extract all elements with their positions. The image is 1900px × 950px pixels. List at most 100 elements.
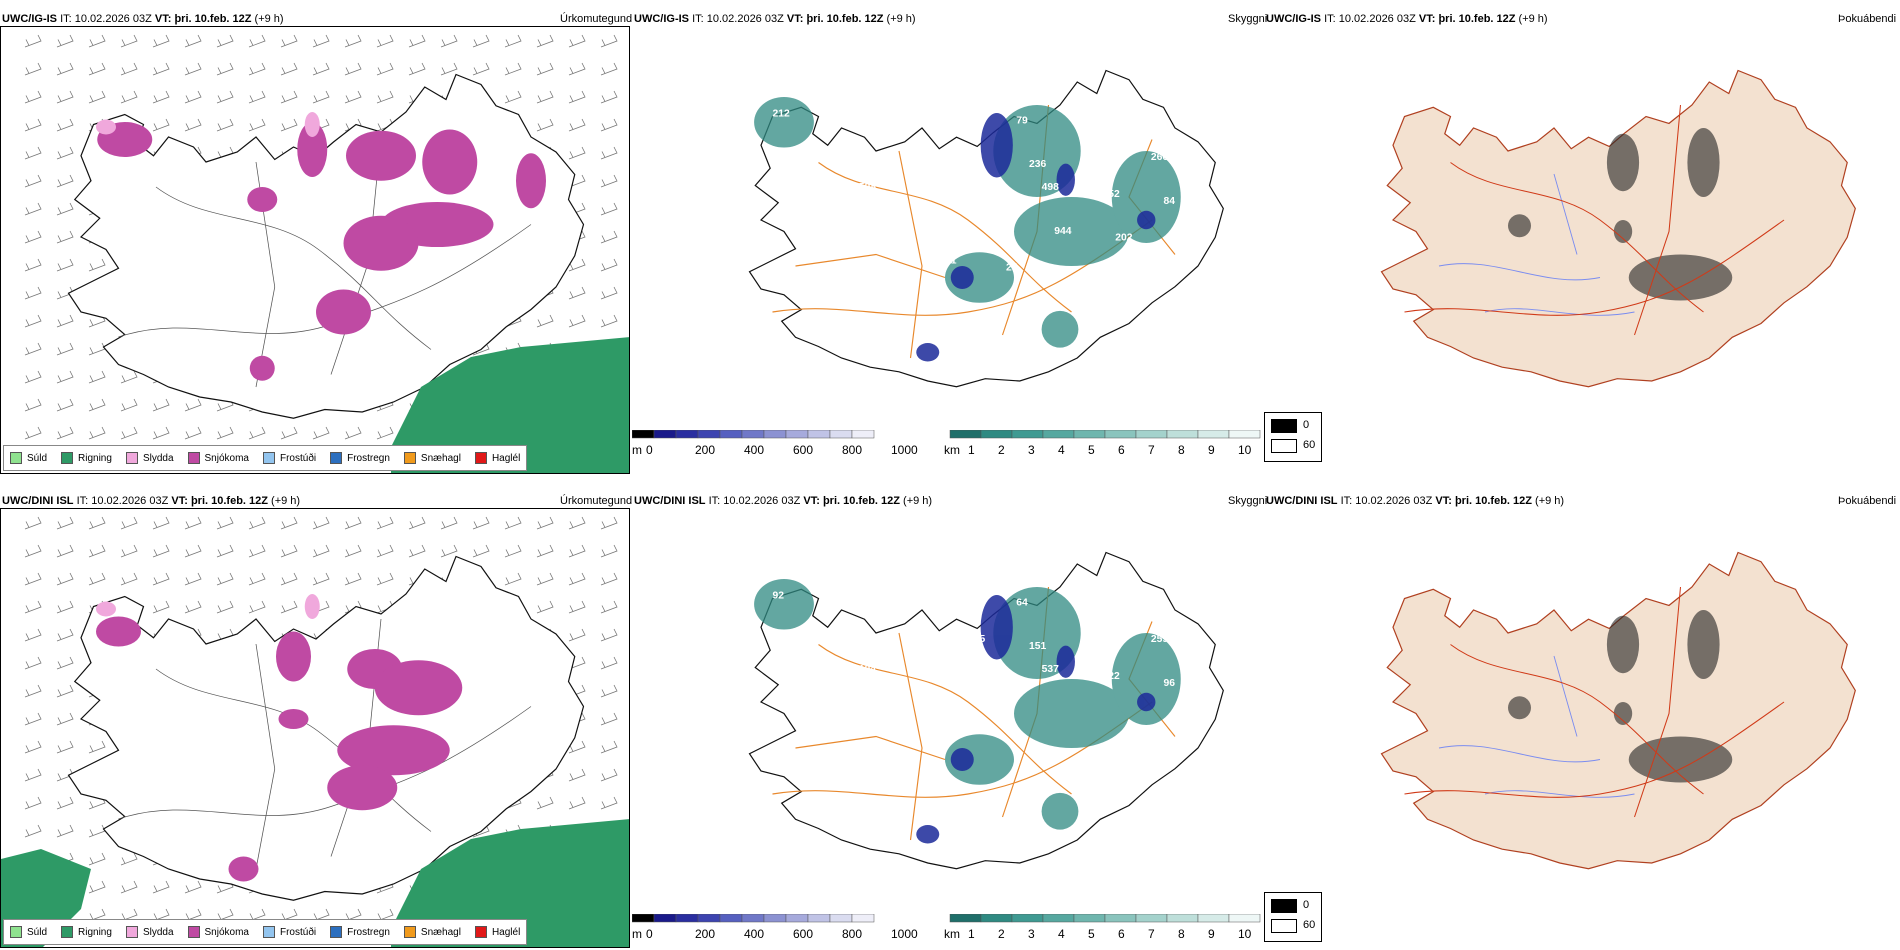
colorbar-tick-km: 2 <box>998 443 1005 457</box>
lead-time: (+9 h) <box>1535 495 1565 507</box>
colorbar-tick-m: 200 <box>695 927 715 941</box>
panel-header: UWC/IG-IS IT: 10.02.2026 03Z VT: þri. 10… <box>1266 12 1548 26</box>
legend-label: Frostregn <box>347 452 390 464</box>
visibility-value-label: 58 <box>932 715 944 726</box>
legend-swatch <box>10 926 22 938</box>
colorbar-segment <box>763 913 787 923</box>
vt-label: VT: <box>171 495 188 507</box>
colorbar-segment <box>980 429 1013 439</box>
colorbar-segment <box>763 429 787 439</box>
legend-label: Haglél <box>491 452 521 464</box>
colorbar-tick-m: 400 <box>744 927 764 941</box>
visibility-value-label: 89 <box>920 189 932 200</box>
colorbar-tick-m: 1000 <box>891 927 918 941</box>
visibility-value-label: 133 <box>810 701 828 712</box>
legend-label: Súld <box>27 452 48 464</box>
colorbar-tick-km: 8 <box>1178 927 1185 941</box>
fog-title: Þokuábendi <box>1838 495 1897 507</box>
visibility-value-label: 117 <box>1090 145 1107 156</box>
colorbar-segment <box>741 429 765 439</box>
legend-item: Haglél <box>474 452 521 464</box>
road-network <box>1404 586 1785 818</box>
colorbar-tick-km: 1 <box>968 443 975 457</box>
legend-swatch <box>262 452 275 464</box>
visibility-value-label: 352 <box>1103 189 1121 200</box>
visibility-value-label: 80 <box>920 671 932 682</box>
visibility-value-label: 259 <box>1151 634 1169 645</box>
colorbar-segment <box>741 913 765 923</box>
visibility-value-label: 96 <box>1164 678 1176 689</box>
colorbar-tick-m: 1000 <box>891 443 918 457</box>
colorbar-segment <box>949 913 982 923</box>
colorbar-segment <box>719 429 743 439</box>
fog-legend-v0: 0 <box>1303 419 1310 431</box>
sleet-areas <box>96 594 320 619</box>
legend-item: Snjókoma <box>187 926 249 938</box>
road-network <box>1404 104 1785 336</box>
it-label: IT: <box>1324 13 1336 25</box>
precip-title: Úrkomutegund <box>560 495 633 507</box>
colorbar-meters: m 0 200 400 600 800 1000 <box>631 429 918 457</box>
visibility-title: Skyggni <box>1228 13 1268 25</box>
legend-label: Snæhagl <box>420 926 461 938</box>
model-name: UWC/DINI ISL <box>634 495 706 507</box>
colorbar-segment <box>1104 913 1137 923</box>
it-label: IT: <box>708 495 721 507</box>
visibility-value-label: 266 <box>1151 152 1169 163</box>
colorbar-km: km 1 2 3 4 5 6 7 8 9 10 <box>944 429 1261 457</box>
vt-value: þri. 10.feb. 12Z <box>190 495 268 507</box>
colorbar-tick-km: 3 <box>1028 927 1035 941</box>
legend-swatch <box>474 452 487 464</box>
visibility-colorbar: m 0 200 400 600 800 1000 km 1 2 3 4 5 6 7 8 9 10 <box>631 429 1261 457</box>
colorbar-tick-km: 8 <box>1178 443 1185 457</box>
lead-time: (+9 h) <box>903 495 933 507</box>
colorbar-tick-km: 9 <box>1208 927 1215 941</box>
legend-swatch <box>330 926 343 938</box>
colorbar-segment <box>675 913 699 923</box>
model-name: UWC/DINI ISL <box>1266 495 1338 507</box>
visibility-value-label: 109 <box>1138 591 1156 602</box>
visibility-value-label: 175 <box>871 708 889 719</box>
iceland-outline <box>67 555 585 901</box>
it-label: IT: <box>1340 495 1353 507</box>
precip-panel-top: UWC/IG-IS IT: 10.02.2026 03Z VT: þri. 10… <box>0 12 632 482</box>
colorbar-unit-m: m <box>632 927 642 941</box>
legend-swatch <box>10 452 22 464</box>
visibility-colorbars: m 0 200 400 600 800 1000 km 1 2 3 4 5 6 7 8 9 10 <box>631 913 1262 949</box>
iceland-outline <box>67 73 585 419</box>
colorbar-segment <box>1228 913 1261 923</box>
colorbar-tick-km: 7 <box>1148 927 1155 941</box>
model-name: UWC/IG-IS <box>634 13 689 25</box>
colorbar-segment <box>1042 913 1075 923</box>
legend-item: Súld <box>10 452 47 464</box>
visibility-value-label: 88 <box>1077 604 1089 615</box>
vt-label: VT: <box>803 495 820 507</box>
visibility-value-label: 351 <box>981 196 999 207</box>
it-value: 10.02.2026 03Z <box>1338 13 1416 25</box>
rivers <box>1438 655 1635 798</box>
visibility-value-label: 27 <box>1006 263 1018 274</box>
legend-label: Frostúði <box>279 452 317 464</box>
visibility-value-label: 414 <box>785 634 803 645</box>
legend-label: Frostregn <box>347 926 390 938</box>
legend-swatch <box>262 926 275 938</box>
lead-time: (+9 h) <box>271 495 301 507</box>
legend-item: Snjókoma <box>187 452 249 464</box>
fog-legend-white <box>1271 439 1297 453</box>
visibility-value-label: 104 <box>859 664 877 675</box>
it-value: 10.02.2026 03Z <box>74 13 152 25</box>
visibility-value-label: 92 <box>773 591 785 602</box>
visibility-panel-bottom: UWC/DINI ISL IT: 10.02.2026 03Z VT: þri.… <box>631 494 1267 950</box>
colorbar-tick-m: 800 <box>842 443 862 457</box>
visibility-value-label: 82 <box>798 678 810 689</box>
fog-map <box>1380 551 1856 870</box>
precip-legend: Súld Rigning Slydda Snjókoma Frostúði Frostre… <box>3 445 528 471</box>
colorbar-tick-m: 400 <box>744 443 764 457</box>
legend-item: Frostregn <box>330 452 390 464</box>
legend-item: Frostúði <box>262 452 317 464</box>
iceland-outline: 212 127 84 93 79 80 94 116 120 86 78 236 117 266 119 50… <box>748 69 1224 388</box>
legend-swatch <box>403 926 416 938</box>
colorbar-segment <box>785 429 809 439</box>
colorbar-segment <box>697 429 721 439</box>
colorbar-segment <box>631 429 655 439</box>
